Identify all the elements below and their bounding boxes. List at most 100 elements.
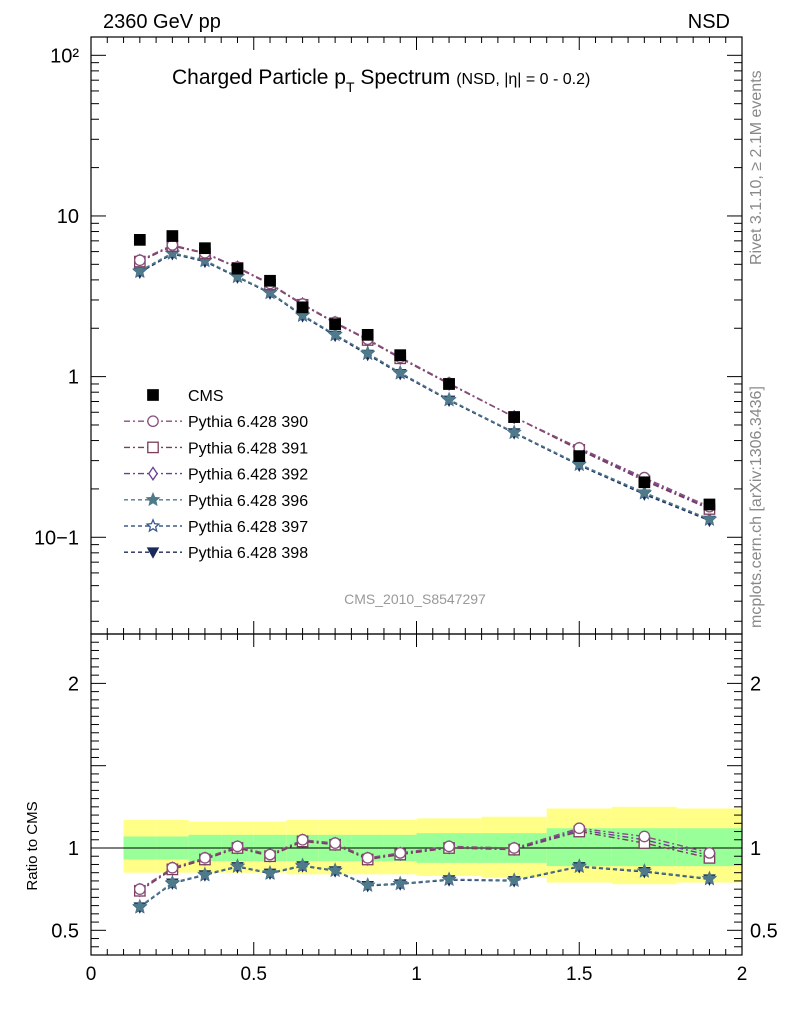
data-point (164, 874, 180, 889)
series-line (139, 830, 710, 892)
data-point (506, 424, 522, 439)
legend-marker (145, 518, 161, 533)
data-point (394, 349, 407, 362)
data-point (508, 411, 521, 423)
series-ratio-0 (133, 822, 716, 896)
data-point (295, 857, 311, 872)
series-line (139, 827, 710, 890)
data-point (361, 328, 374, 341)
data-point (701, 511, 717, 526)
data-point (571, 456, 587, 471)
legend-entry-1: Pythia 6.428 390 (124, 414, 308, 431)
y-tick-label: 10² (50, 45, 79, 67)
data-point (571, 858, 587, 873)
legend-marker (147, 389, 159, 401)
data-point (443, 378, 455, 390)
data-point (199, 852, 211, 864)
data-point (329, 318, 341, 331)
ratio-y-tick-label-right: 1 (750, 838, 761, 860)
data-point (264, 274, 276, 287)
data-point (360, 877, 376, 892)
data-point (132, 263, 148, 278)
data-point (360, 345, 376, 360)
data-point (327, 326, 343, 341)
data-point (361, 852, 374, 864)
chart-title: Charged Particle pT Spectrum (NSD, |η| = … (172, 66, 590, 95)
series-line (139, 252, 710, 520)
ratio-plot-frame (90, 633, 743, 956)
legend-marker (147, 441, 159, 454)
data-point (441, 391, 457, 407)
chart-title-main2: Spectrum (355, 66, 451, 89)
ratio-y-tick-label-left: 2 (68, 673, 79, 695)
legend-entry-2: Pythia 6.428 391 (124, 440, 308, 457)
data-point (296, 833, 309, 846)
data-point (166, 861, 179, 874)
series-line (139, 829, 710, 891)
data-point (636, 863, 652, 878)
legend-label: CMS (188, 388, 224, 405)
watermark: CMS_2010_S8547297 (344, 591, 486, 607)
x-tick-label: 1.5 (566, 964, 592, 985)
legend-marker (145, 491, 161, 507)
legend-entry-3: Pythia 6.428 392 (124, 466, 308, 484)
data-point (392, 364, 408, 380)
data-point (441, 871, 457, 886)
legend-label: Pythia 6.428 391 (188, 440, 308, 457)
side-label-mcplots: mcplots.cern.ch [arXiv:1306.3436] (748, 386, 765, 628)
data-point (573, 450, 586, 462)
chart-title-sub: T (346, 79, 355, 95)
data-point (329, 837, 341, 849)
data-point (133, 883, 146, 896)
data-point (133, 234, 146, 246)
data-point (636, 484, 652, 499)
header-left: 2360 GeV pp (103, 11, 221, 33)
data-point (199, 242, 211, 255)
legend-entry-0: CMS (147, 388, 224, 405)
data-point (197, 866, 213, 881)
data-point (392, 875, 408, 890)
svg-text:Charged Particle pT Spectrum(N: Charged Particle pT Spectrum (NSD, |η| = … (172, 66, 590, 95)
chart-title-main: Charged Particle p (172, 66, 346, 89)
legend-label: Pythia 6.428 390 (188, 414, 308, 431)
legend-entry-5: Pythia 6.428 397 (124, 518, 308, 536)
data-point (703, 498, 716, 511)
ratio-y-tick-label-left: 1 (68, 838, 79, 860)
data-point (506, 872, 522, 887)
legend-entry-6: Pythia 6.428 398 (124, 545, 308, 562)
data-point (264, 848, 276, 861)
legend-marker (148, 466, 158, 481)
ratio-y-axis-label: Ratio to CMS (24, 801, 41, 890)
data-point (327, 862, 343, 877)
data-point (132, 898, 148, 913)
header-right: NSD (688, 11, 730, 33)
x-tick-label: 2 (737, 964, 748, 985)
ratio-y-tick-label-right: 0.5 (750, 920, 778, 942)
data-point (638, 476, 651, 489)
legend: CMS Pythia 6.428 390 Pythia 6.428 391 Pythi… (124, 388, 308, 562)
data-point (394, 847, 407, 859)
ratio-y-tick-label-right: 2 (750, 673, 761, 695)
data-point (229, 858, 246, 873)
data-point (262, 284, 278, 299)
data-point (573, 822, 586, 835)
data-point (166, 230, 179, 242)
legend-label: Pythia 6.428 397 (188, 519, 308, 536)
legend-marker (147, 415, 159, 428)
legend-marker (146, 547, 160, 559)
chart-title-small: (NSD, |η| = 0 - 0.2) (456, 71, 590, 88)
data-point (508, 842, 521, 854)
legend-label: Pythia 6.428 396 (188, 493, 308, 510)
y-tick-label: 1 (68, 367, 79, 389)
y-tick-label: 10−1 (34, 527, 79, 549)
legend-entry-4: Pythia 6.428 396 (124, 491, 308, 510)
data-point (231, 262, 244, 275)
y-tick-label: 10 (57, 206, 79, 228)
series-ratio-3 (132, 857, 717, 913)
data-point (262, 864, 278, 880)
data-point (296, 301, 309, 314)
x-tick-label: 1 (411, 964, 422, 985)
data-point (701, 870, 717, 885)
legend-label: Pythia 6.428 398 (188, 545, 308, 562)
